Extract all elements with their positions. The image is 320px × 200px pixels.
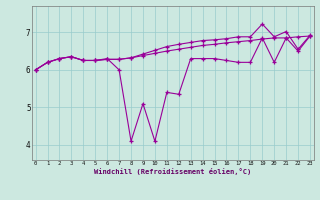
X-axis label: Windchill (Refroidissement éolien,°C): Windchill (Refroidissement éolien,°C) (94, 168, 252, 175)
